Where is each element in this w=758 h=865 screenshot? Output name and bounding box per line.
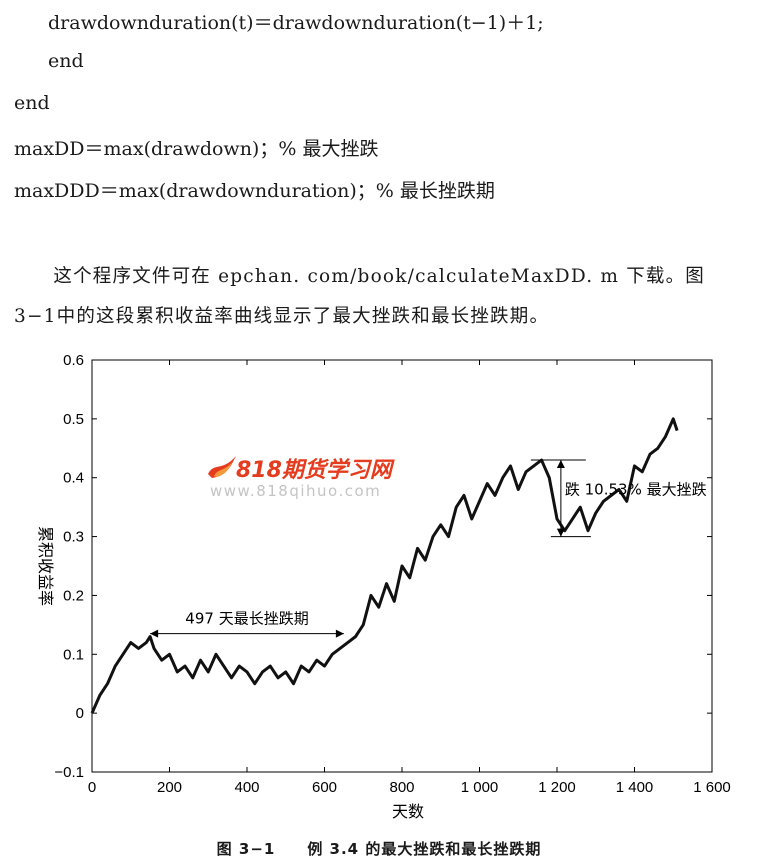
- x-tick-label: 1 000: [461, 779, 499, 796]
- paragraph-line-1: 这个程序文件可在 epchan. com/book/calculateMaxDD…: [14, 266, 705, 287]
- code-line-3: end: [14, 92, 50, 114]
- x-tick-label: 1 200: [538, 779, 576, 796]
- y-tick-label: 0: [76, 705, 84, 722]
- y-tick-label: 0.5: [63, 411, 84, 428]
- flame-logo-icon: [208, 456, 236, 478]
- duration-annotation-label: 497 天最长挫跌期: [185, 610, 308, 628]
- x-tick-label: 1 600: [693, 779, 731, 796]
- y-tick-label: 0.1: [63, 646, 84, 663]
- x-axis-label: 天数: [392, 802, 424, 821]
- y-axis-label: 累积收益率: [36, 526, 55, 606]
- y-tick-label: 0.4: [63, 470, 84, 487]
- cumulative-return-line: [90, 417, 679, 714]
- y-tick-label: 0.6: [63, 352, 84, 369]
- x-tick-label: 0: [88, 779, 96, 796]
- x-tick-label: 1 400: [616, 779, 654, 796]
- drawdown-arrowhead-top: [556, 460, 565, 469]
- watermark-title: 818期货学习网: [236, 458, 392, 483]
- y-tick-label: −0.1: [54, 764, 84, 781]
- watermark-url: www.818qihuo.com: [210, 482, 382, 500]
- y-tick-label: 0.3: [63, 529, 84, 546]
- drawdown-annotation-label: 跌 10.53% 最大挫跌: [565, 480, 707, 498]
- duration-arrowhead-right: [335, 629, 344, 638]
- code-line-1: drawdownduration(t)＝drawdownduration(t−1…: [48, 12, 544, 34]
- x-tick-label: 400: [234, 779, 259, 796]
- x-tick-label: 800: [389, 779, 414, 796]
- paragraph-line-2: 3−1中的这段累积收益率曲线显示了最大挫跌和最长挫跌期。: [14, 306, 550, 327]
- code-line-4: maxDD＝max(drawdown)；% 最大挫跌: [14, 138, 379, 160]
- figure-caption: 图 3−1 例 3.4 的最大挫跌和最长挫跌期: [216, 840, 542, 858]
- x-tick-label: 200: [157, 779, 182, 796]
- duration-arrowhead-left: [150, 629, 159, 638]
- cumulative-return-chart: 0 200 400 600 800 1 000 1 200 1 400 1 600−0.100.…: [36, 352, 731, 821]
- x-tick-label: 600: [312, 779, 337, 796]
- y-tick-label: 0.2: [63, 587, 84, 604]
- code-line-2: end: [48, 50, 84, 72]
- watermark: 818期货学习网 www.818qihuo.com: [198, 452, 392, 500]
- drawdown-arrowhead-bottom: [556, 528, 565, 537]
- code-line-5: maxDDD＝max(drawdownduration)；% 最长挫跌期: [14, 180, 495, 202]
